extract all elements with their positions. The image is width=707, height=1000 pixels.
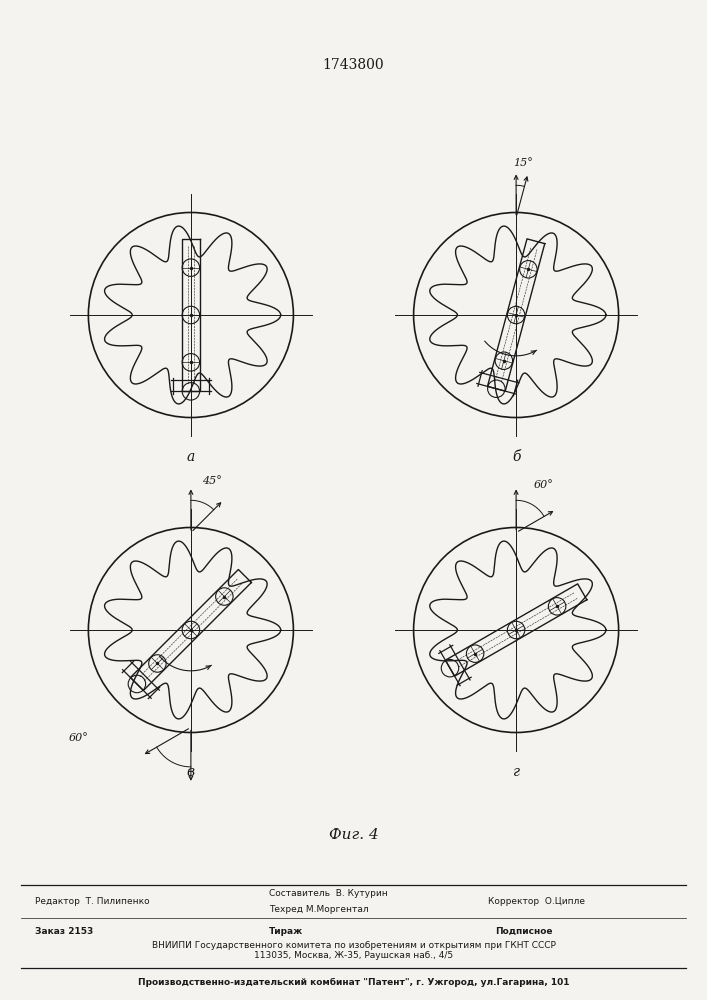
Text: 60°: 60° [534,480,554,490]
Text: Редактор  Т. Пилипенко: Редактор Т. Пилипенко [35,897,150,906]
Text: б: б [512,450,520,464]
Text: ВНИИПИ Государственного комитета по изобретениям и открытиям при ГКНТ СССР: ВНИИПИ Государственного комитета по изоб… [151,940,556,950]
Text: 15°: 15° [513,158,533,168]
Text: Заказ 2153: Заказ 2153 [35,926,93,936]
Text: 1743800: 1743800 [322,58,385,72]
Text: Корректор  О.Ципле: Корректор О.Ципле [488,897,585,906]
Text: 60°: 60° [68,733,88,743]
Text: Тираж: Тираж [269,926,303,936]
Text: Производственно-издательский комбинат "Патент", г. Ужгород, ул.Гагарина, 101: Производственно-издательский комбинат "П… [138,977,569,987]
Text: 45°: 45° [202,476,222,486]
Text: г: г [513,765,520,779]
Text: Фиг. 4: Фиг. 4 [329,828,378,842]
Text: Техред М.Моргентал: Техред М.Моргентал [269,905,368,914]
Text: 113035, Москва, Ж-35, Раушская наб., 4/5: 113035, Москва, Ж-35, Раушская наб., 4/5 [254,952,453,960]
Text: Составитель  В. Кутурин: Составитель В. Кутурин [269,889,387,898]
Text: в: в [187,765,195,779]
Text: Подписное: Подписное [495,926,552,936]
Text: a: a [187,450,195,464]
